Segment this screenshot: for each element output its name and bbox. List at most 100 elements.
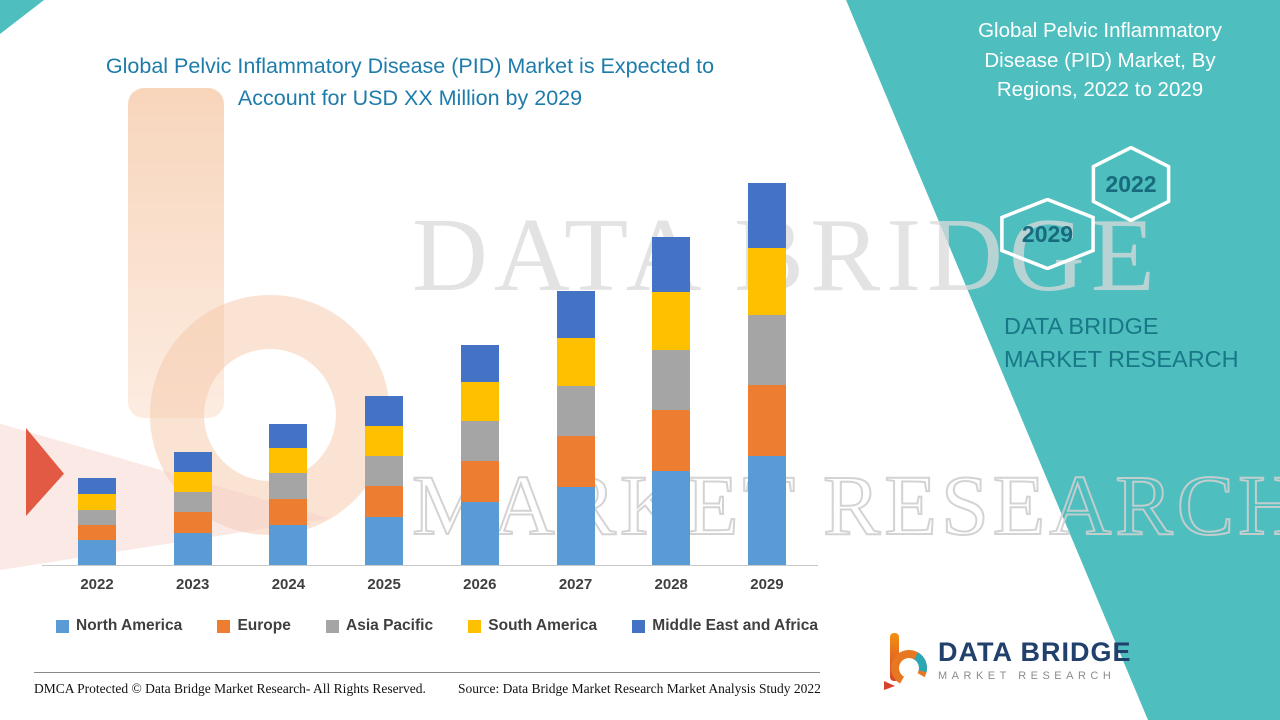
bar-segment-middle-east-and-africa: [747, 183, 786, 248]
bar-segment-asia-pacific: [556, 386, 595, 436]
databridge-logo-icon: [884, 633, 927, 690]
legend-item: Europe: [217, 617, 291, 635]
databridge-logo-text: DATA BRIDGE MARKET RESEARCH: [938, 636, 1132, 683]
x-axis-label: 2024: [271, 576, 306, 593]
hexagon-year-label: 2029: [1021, 220, 1074, 247]
chart-legend: North America Europe Asia Pacific South Ame…: [56, 617, 818, 635]
legend-swatch: [326, 619, 340, 633]
stacked-bar-2023: [173, 452, 212, 565]
legend-label: Middle East and Africa: [652, 617, 818, 634]
bar-segment-asia-pacific: [460, 421, 499, 461]
chart-headline: Global Pelvic Inflammatory Disease (PID)…: [105, 54, 715, 111]
bar-column: 2029: [738, 183, 796, 594]
bar-segment-north-america: [173, 533, 212, 565]
bar-segment-europe: [556, 436, 595, 487]
bar-column: 2023: [164, 452, 222, 594]
bar-column: 2027: [547, 291, 605, 594]
bar-segment-middle-east-and-africa: [269, 424, 308, 448]
bar-segment-north-america: [269, 525, 308, 565]
bar-segment-europe: [747, 385, 786, 456]
bar-segment-north-america: [365, 517, 404, 565]
legend-item: South America: [468, 617, 597, 635]
bar-segment-europe: [173, 512, 212, 533]
right-panel-title: Global Pelvic Inflammatory Disease (PID)…: [978, 19, 1222, 102]
legend-label: North America: [76, 617, 183, 634]
bar-segment-middle-east-and-africa: [173, 452, 212, 472]
stacked-bar-2027: [556, 291, 595, 565]
bar-segment-north-america: [747, 456, 786, 565]
bar-column: 2022: [68, 478, 126, 594]
bar-segment-asia-pacific: [652, 350, 691, 410]
bar-segment-south-america: [556, 338, 595, 386]
legend-swatch: [632, 619, 646, 633]
bar-segment-middle-east-and-africa: [460, 345, 499, 382]
legend-swatch: [56, 619, 69, 633]
hexagon-year-label: 2022: [1105, 170, 1157, 197]
x-axis-label: 2027: [558, 576, 593, 593]
bar-segment-south-america: [747, 248, 786, 315]
bar-segment-north-america: [78, 540, 116, 565]
stacked-bar-2025: [365, 396, 404, 565]
bar-segment-south-america: [652, 292, 691, 350]
bar-segment-middle-east-and-africa: [365, 396, 404, 426]
x-axis-label: 2029: [750, 576, 784, 593]
legend-label: Europe: [237, 617, 291, 634]
bar-segment-asia-pacific: [173, 492, 212, 512]
right-panel-brand-text: DATA BRIDGE MARKET RESEARCH: [1004, 313, 1239, 372]
legend-item: North America: [56, 617, 182, 635]
bar-segment-south-america: [173, 472, 212, 492]
bar-segment-europe: [460, 461, 499, 502]
bar-segment-middle-east-and-africa: [78, 478, 116, 494]
legend-label: South America: [488, 617, 598, 634]
bar-segment-asia-pacific: [269, 473, 308, 499]
stacked-bar-2029: [747, 183, 786, 565]
x-axis-label: 2028: [654, 576, 688, 593]
stacked-bar-2022: [78, 478, 116, 565]
bar-segment-europe: [78, 525, 116, 540]
bar-segment-middle-east-and-africa: [652, 237, 691, 292]
x-axis-line: [42, 565, 818, 566]
legend-swatch: [217, 619, 231, 633]
source-citation: Source: Data Bridge Market Research Mark…: [458, 681, 821, 696]
stacked-bar-2024: [269, 424, 308, 565]
footer-divider: [34, 672, 820, 673]
bar-column: 2026: [451, 345, 509, 594]
bar-segment-europe: [365, 486, 404, 517]
legend-item: Middle East and Africa: [632, 617, 818, 635]
bar-segment-asia-pacific: [747, 315, 786, 385]
bar-segment-south-america: [365, 426, 404, 456]
bar-segment-europe: [269, 499, 308, 525]
hexagon-icon: [1091, 146, 1171, 222]
databridge-logo: DATA BRIDGE MARKET RESEARCH: [882, 630, 1132, 690]
legend-label: Asia Pacific: [346, 617, 434, 634]
legend-swatch: [468, 619, 482, 633]
hexagon-icon: [999, 198, 1096, 270]
bar-segment-europe: [652, 410, 691, 471]
bar-segment-north-america: [652, 471, 691, 565]
bar-segment-north-america: [556, 487, 595, 565]
hexagon-badge-2022: 2022: [1091, 146, 1171, 222]
dmca-notice: DMCA Protected © Data Bridge Market Rese…: [34, 681, 426, 696]
logo-title: DATA BRIDGE: [938, 636, 1132, 667]
x-axis-label: 2023: [176, 576, 210, 593]
x-axis-label: 2025: [367, 576, 401, 593]
bar-column: 2025: [355, 396, 413, 594]
bar-segment-south-america: [269, 448, 308, 473]
bar-segment-south-america: [460, 382, 499, 421]
stacked-bar-2028: [652, 237, 691, 565]
stacked-bar-chart: 2022 2023 2024 2025 2026 2027 2028 2029: [68, 162, 796, 594]
bar-segment-north-america: [460, 502, 499, 565]
bar-segment-middle-east-and-africa: [556, 291, 595, 338]
logo-subtitle: MARKET RESEARCH: [938, 670, 1116, 683]
bar-segment-asia-pacific: [78, 510, 116, 525]
bar-column: 2028: [642, 237, 700, 594]
hexagon-badge-2029: 2029: [999, 198, 1096, 270]
x-axis-label: 2022: [80, 576, 114, 593]
bar-column: 2024: [259, 424, 317, 594]
x-axis-label: 2026: [463, 576, 497, 593]
bar-segment-south-america: [78, 494, 116, 510]
corner-triangle-decoration: [0, 0, 44, 34]
legend-item: Asia Pacific: [326, 617, 433, 635]
stacked-bar-2026: [460, 345, 499, 565]
